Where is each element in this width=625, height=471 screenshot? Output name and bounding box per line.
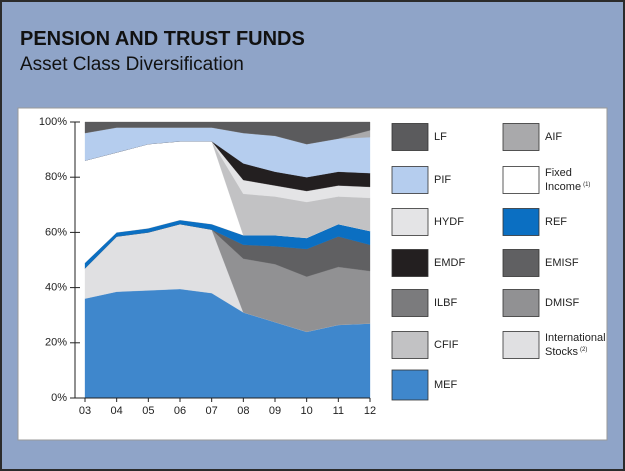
legend-swatch [391, 369, 429, 401]
area [84, 121, 371, 145]
legend-label: AIF [545, 131, 562, 143]
legend-label: PIF [434, 174, 451, 186]
legend-label: DMISF [545, 297, 580, 309]
legend-swatch [502, 289, 540, 317]
legend-label: EMDF [434, 257, 465, 269]
y-tick-label: 0% [51, 392, 67, 404]
x-tick-label: 10 [301, 405, 313, 417]
legend-swatch [391, 123, 429, 151]
legend-label: Fixed [545, 167, 572, 179]
legend-swatch [502, 331, 540, 359]
legend-label: HYDF [434, 216, 464, 228]
y-tick-label: 80% [45, 171, 67, 183]
x-tick-label: 03 [79, 405, 91, 417]
x-tick-label: 11 [333, 405, 344, 417]
y-tick-label: 100% [39, 116, 67, 128]
legend-swatch [502, 208, 540, 236]
y-tick-label: 60% [45, 226, 67, 238]
x-tick-label: 05 [142, 405, 154, 417]
legend-swatch [502, 166, 540, 194]
legend-label: Stocks (2) [545, 346, 587, 358]
legend-swatch [502, 249, 540, 277]
legend-label: International [545, 332, 606, 344]
x-tick-label: 04 [111, 405, 123, 417]
x-tick-label: 09 [269, 405, 281, 417]
title: PENSION AND TRUST FUNDS [20, 28, 305, 50]
y-tick-label: 40% [45, 282, 67, 294]
legend-label: LF [434, 131, 447, 143]
legend-label: ILBF [434, 297, 458, 309]
x-tick-label: 07 [206, 405, 218, 417]
legend-label: Income [545, 181, 581, 193]
subtitle: Asset Class Diversification [20, 54, 244, 75]
legend-swatch [391, 166, 429, 194]
legend-note: (1) [583, 182, 590, 188]
legend-label: MEF [434, 379, 458, 391]
y-tick-label: 20% [45, 337, 67, 349]
legend-swatch [502, 123, 540, 151]
legend-label: CFIF [434, 339, 459, 351]
legend-label: Stocks [545, 346, 579, 358]
legend-label: Income (1) [545, 181, 590, 193]
legend-label: International [545, 332, 606, 344]
legend-swatch [391, 331, 429, 359]
legend-label: EMISF [545, 257, 579, 269]
legend-label: REF [545, 216, 567, 228]
legend-swatch [391, 208, 429, 236]
x-tick-label: 06 [174, 405, 186, 417]
legend-note: (2) [580, 347, 587, 353]
legend-swatch [391, 289, 429, 317]
legend-label: Fixed [545, 167, 572, 179]
legend-swatch [391, 249, 429, 277]
x-tick-label: 08 [237, 405, 249, 417]
x-tick-label: 12 [364, 405, 376, 417]
